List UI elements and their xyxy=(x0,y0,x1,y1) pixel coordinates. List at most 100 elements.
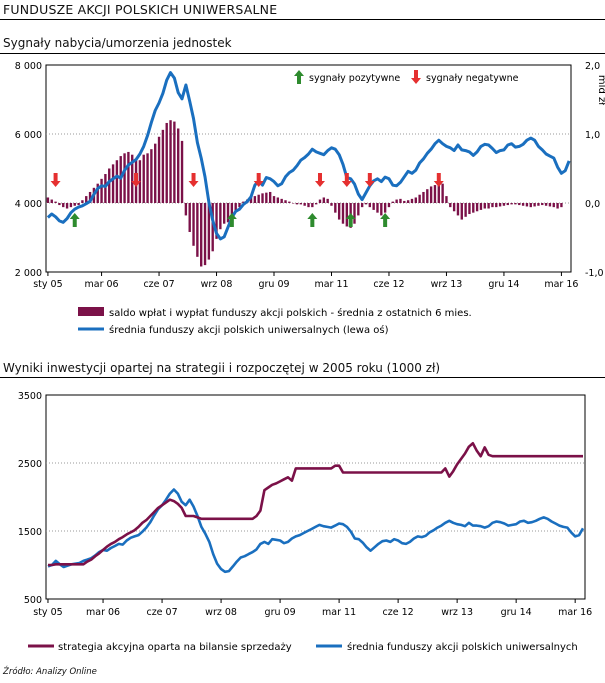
chart1-y-left-tick: 2 000 xyxy=(15,268,42,279)
signal-negative-icon xyxy=(433,173,444,187)
chart1-x-tick: mar 11 xyxy=(314,279,348,290)
chart1-x-tick: wrz 08 xyxy=(201,279,233,290)
chart1-bar xyxy=(62,203,65,208)
chart1-bar xyxy=(498,203,502,207)
chart1-bar xyxy=(533,203,536,207)
signal-negative-icon xyxy=(364,173,375,187)
chart2-y-tick: 2500 xyxy=(18,459,42,470)
chart1-bar xyxy=(219,203,222,230)
chart1-bar xyxy=(192,203,195,246)
legend-negative-icon xyxy=(411,70,421,84)
chart1-y-left-tick: 8 000 xyxy=(15,61,42,72)
chart2-x-tick: cze 12 xyxy=(383,607,414,618)
chart2-investment: 500 1500 2500 3500 sty 05 mar 06 cze 07 wrz 08 g… xyxy=(18,391,592,653)
signal-negative-icon xyxy=(314,173,325,187)
chart1-bar xyxy=(280,198,283,203)
chart1-bar xyxy=(479,203,483,210)
chart1-bar xyxy=(77,203,80,206)
chart1-bar xyxy=(345,203,349,227)
legend-average-label: średnia funduszy akcji polskich uniwersa… xyxy=(347,641,578,653)
chart1-bar xyxy=(502,203,506,206)
chart1-x-tick: gru 14 xyxy=(488,279,519,290)
legend-negative-label: sygnały negatywne xyxy=(426,73,519,84)
chart1-bar xyxy=(157,136,161,203)
chart1-bar xyxy=(303,203,306,206)
chart1-bar xyxy=(560,203,563,208)
chart2-x-tick: wrz 08 xyxy=(205,607,237,618)
signal-negative-icon xyxy=(131,173,142,187)
chart1-bar xyxy=(242,201,245,203)
chart2-y-tick: 500 xyxy=(24,595,42,606)
chart1-bar xyxy=(169,120,172,203)
chart1-bar xyxy=(127,151,130,203)
chart1-bar xyxy=(104,174,107,203)
chart2-x-tick: mar 11 xyxy=(322,607,356,618)
chart1-bar xyxy=(88,191,92,203)
chart1-bar xyxy=(422,191,425,203)
chart1-bar xyxy=(291,203,295,204)
chart1-bar xyxy=(58,203,61,206)
chart2-x-tick: gru 14 xyxy=(501,607,532,618)
chart1-bar xyxy=(257,194,260,203)
chart2-x-tick: sty 05 xyxy=(33,607,62,618)
chart1-y-left-tick: 6 000 xyxy=(15,130,42,141)
chart1-bar xyxy=(468,203,471,215)
chart1-bar xyxy=(173,121,176,203)
chart1-bar xyxy=(521,203,525,206)
signal-positive-icon xyxy=(307,213,318,227)
chart1-bar xyxy=(81,200,84,203)
chart1-bar xyxy=(115,160,119,203)
chart1-bar xyxy=(537,203,540,206)
legend-line-label: średnia funduszy akcji polskich uniwersa… xyxy=(109,324,389,336)
chart1-bar xyxy=(96,183,99,203)
chart1-x-tick: wrz 13 xyxy=(431,279,463,290)
chart2-line-fund-average xyxy=(47,488,585,574)
chart1-bar xyxy=(322,197,326,203)
chart2-frame xyxy=(45,394,586,600)
chart2-x-tick: mar 06 xyxy=(86,607,120,618)
chart1-bar xyxy=(514,203,517,205)
chart1-bar xyxy=(341,203,345,224)
chart1-bar xyxy=(372,203,375,210)
chart1-bar xyxy=(65,203,69,209)
chart1-bar xyxy=(100,178,103,203)
chart1-bar xyxy=(548,203,552,207)
chart1-bar xyxy=(529,203,532,208)
signal-negative-icon xyxy=(50,173,61,187)
chart1-bar xyxy=(211,203,214,252)
chart1-bar xyxy=(50,199,53,203)
chart2-line-strategy xyxy=(48,441,583,567)
chart1-bar xyxy=(180,140,184,203)
chart1-bar xyxy=(403,200,406,203)
chart2-x-tick: mar 16 xyxy=(558,607,592,618)
signal-negative-icon xyxy=(341,173,352,187)
chart1-x-tick: cze 12 xyxy=(373,279,404,290)
chart1-bar xyxy=(203,203,207,266)
chart1-bar xyxy=(433,185,437,203)
chart1-bar xyxy=(330,203,333,206)
chart1-bar xyxy=(295,203,299,205)
chart1-x-tick: gru 09 xyxy=(258,279,289,290)
signal-positive-icon xyxy=(380,213,391,227)
chart1-bar xyxy=(253,196,257,203)
chart1-bar xyxy=(380,203,383,216)
chart1-y-right-tick: 0,0 xyxy=(585,199,600,210)
chart1-bar xyxy=(518,203,521,206)
chart1-bar xyxy=(376,203,379,213)
chart1-y-right-tick: -1,0 xyxy=(585,268,604,279)
chart1-bar xyxy=(387,203,391,208)
chart1-bar xyxy=(544,203,548,206)
chart1-bar xyxy=(268,191,272,203)
chart1-bar xyxy=(284,200,287,203)
chart1-bar xyxy=(360,203,364,208)
chart1-bar xyxy=(353,203,356,224)
chart1-bar xyxy=(368,203,372,208)
chart1-bar xyxy=(276,197,280,203)
chart1-bar xyxy=(418,194,421,203)
chart1-bar xyxy=(265,192,268,203)
chart1-bar xyxy=(188,203,191,232)
chart1-bar xyxy=(146,153,149,203)
chart1-line-fund-average xyxy=(46,71,571,241)
title-rule xyxy=(0,19,605,20)
chart1-x-tick: mar 16 xyxy=(544,279,578,290)
